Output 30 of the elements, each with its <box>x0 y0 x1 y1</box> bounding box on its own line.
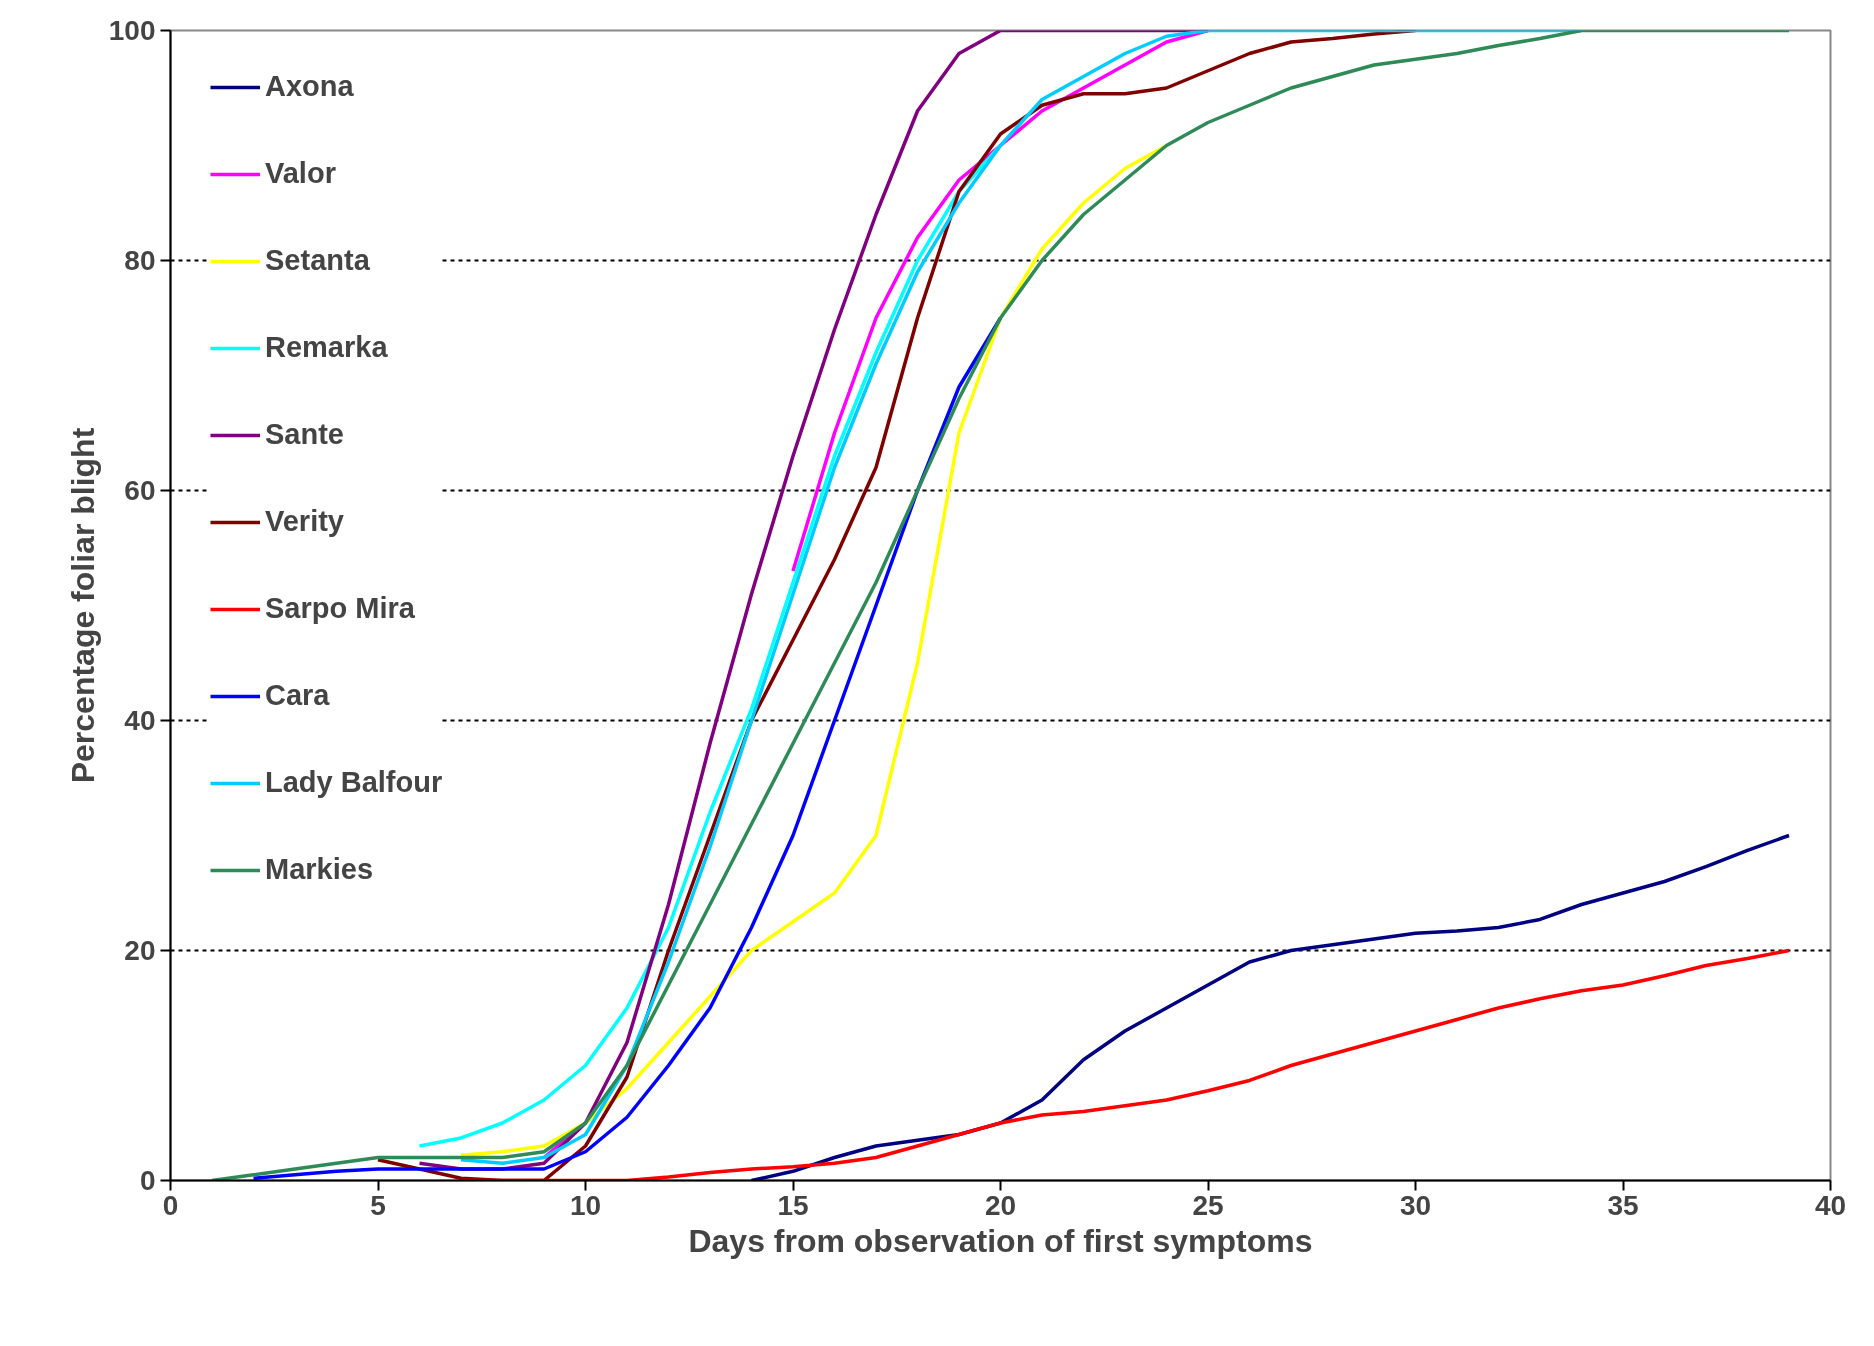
x-tick-label: 35 <box>1607 1189 1639 1221</box>
y-axis-title: Percentage foliar blight <box>64 427 101 784</box>
y-tick-label: 0 <box>139 1165 156 1196</box>
x-tick-label: 15 <box>777 1189 809 1221</box>
legend-label: Valor <box>265 157 336 190</box>
x-tick-label: 40 <box>1814 1189 1847 1221</box>
legend-label: Lady Balfour <box>265 766 443 799</box>
y-tick-label: 100 <box>108 15 156 46</box>
y-tick-label: 60 <box>124 475 156 506</box>
x-tick-label: 25 <box>1192 1189 1224 1221</box>
x-tick-label: 20 <box>984 1189 1017 1221</box>
line-series <box>210 30 1791 1181</box>
x-tick-label: 0 <box>162 1189 179 1221</box>
legend-label: Sarpo Mira <box>265 592 415 625</box>
line-series <box>459 948 1791 1181</box>
legend-label: Markies <box>265 853 374 886</box>
legend-label: Remarka <box>265 331 388 364</box>
legend-label: Sante <box>265 418 344 451</box>
legend-label: Setanta <box>265 244 370 277</box>
x-tick-label: 5 <box>370 1189 386 1221</box>
y-tick-label: 40 <box>124 705 156 736</box>
x-tick-label: 30 <box>1399 1189 1432 1221</box>
x-tick-label: 10 <box>569 1189 602 1221</box>
legend-label: Axona <box>265 70 354 103</box>
line-series <box>749 833 1791 1181</box>
y-tick-label: 20 <box>124 935 156 966</box>
legend-label: Verity <box>265 505 344 538</box>
legend-label: Cara <box>265 679 330 712</box>
y-tick-label: 80 <box>124 245 156 276</box>
x-axis-title: Days from observation of first symptoms <box>688 1222 1313 1259</box>
